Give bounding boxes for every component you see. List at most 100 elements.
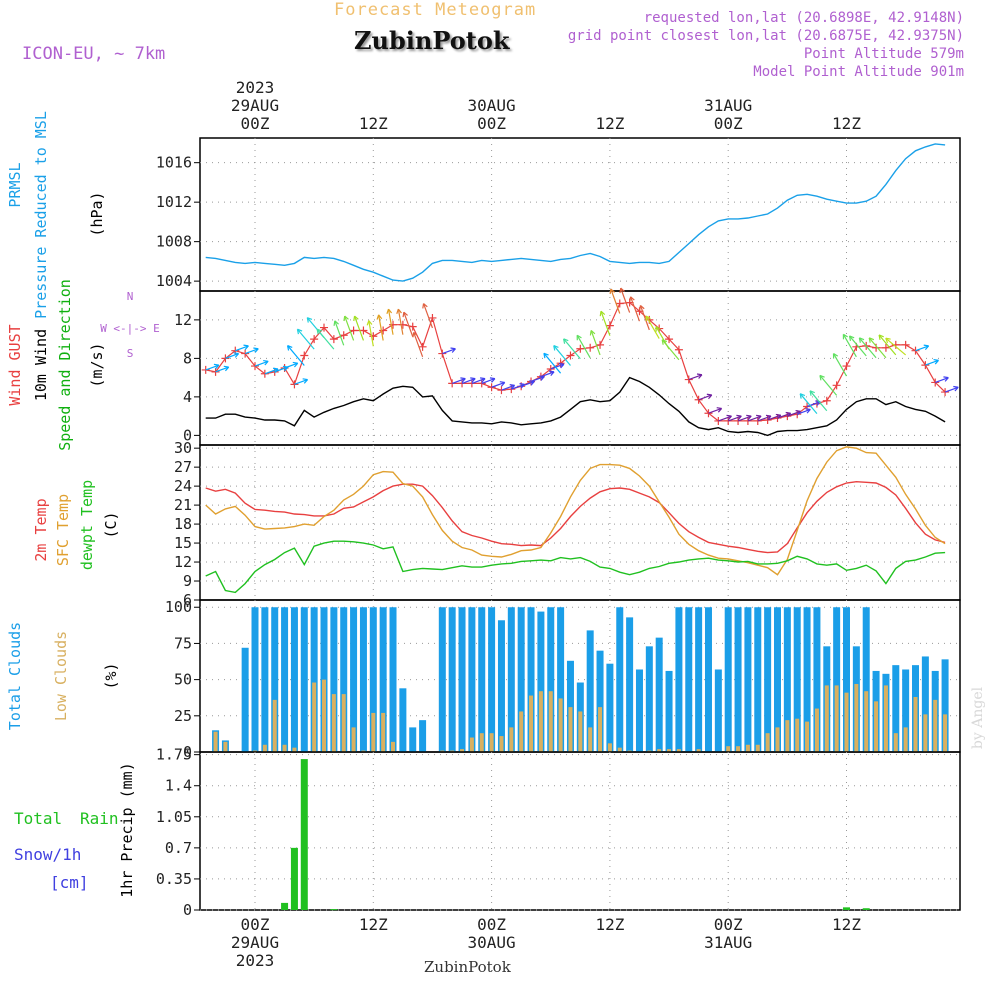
temperature-line (205, 540, 946, 594)
wind-arrow (688, 374, 703, 381)
compass-label: N (127, 290, 134, 303)
wind-arrow (254, 360, 269, 367)
wind-arrow (698, 394, 712, 401)
grid-point-coords: grid point closest lon,lat (20.6875E, 42… (567, 28, 964, 44)
wind-arrowhead (306, 317, 313, 323)
y-tick-label: 100 (165, 598, 192, 616)
total-cloud-bar (448, 607, 456, 752)
legend-rain: Rain (80, 809, 119, 828)
wind-arrow (878, 334, 897, 356)
wind-arrow (296, 328, 315, 350)
total-cloud-bar (241, 647, 249, 752)
wind-arrowhead (450, 347, 456, 353)
wind-arrow (787, 410, 801, 417)
gust-marker (408, 322, 417, 331)
low-cloud-bar (223, 741, 228, 752)
wind-arrow (935, 377, 949, 384)
y-tick-label: 0 (183, 901, 192, 919)
gust-marker (901, 340, 910, 349)
low-cloud-bar (814, 708, 819, 752)
wind-arrow (461, 378, 476, 384)
y-axis-label: SFC Temp (54, 494, 72, 566)
total-cloud-bar (685, 607, 693, 752)
y-tick-label: 12 (174, 311, 192, 329)
low-cloud-bar (696, 749, 701, 752)
total-cloud-bar (310, 607, 318, 752)
wind-arrowhead (661, 339, 668, 345)
wind-arrow (915, 345, 929, 352)
wind-arrow (378, 314, 384, 341)
top-time-label: 30AUG (468, 96, 516, 115)
total-cloud-bar (921, 656, 929, 752)
gust-marker (418, 342, 427, 351)
low-cloud-bar (598, 707, 603, 752)
gust-marker (320, 323, 329, 332)
y-axis-label: Pressure Reduced to MSL (32, 111, 50, 319)
gust-marker (694, 395, 703, 404)
wind-arrow (316, 328, 335, 350)
wind-arrow (944, 386, 959, 393)
wind-arrow (661, 339, 680, 361)
gust-marker (931, 378, 940, 387)
total-cloud-bar (251, 607, 259, 752)
bottom-time-label: 12Z (832, 915, 861, 934)
wind-arrowhead (366, 320, 373, 326)
wind-arrowhead (645, 315, 651, 322)
total-cloud-bar (537, 611, 545, 752)
wind-arrowhead (933, 358, 939, 365)
wind-arrowhead (858, 337, 865, 343)
wind-arrow (885, 337, 907, 356)
wind-arrowhead (706, 393, 713, 400)
wind-arrow (737, 415, 752, 422)
top-time-label: 29AUG (231, 96, 279, 115)
precip-bar (862, 908, 870, 910)
wind-arrow (797, 408, 811, 415)
wind-arrow (639, 305, 650, 331)
wind-arrowhead (549, 370, 555, 377)
top-time-label: 00Z (241, 114, 270, 133)
low-cloud-bar (844, 692, 849, 752)
wind-arrow (832, 353, 848, 377)
wind-arrowhead (553, 345, 559, 351)
wind-arrow (287, 345, 305, 366)
y-tick-label: 1004 (156, 272, 192, 290)
wind-arrowhead (696, 373, 703, 379)
requested-coords: requested lon,lat (20.6898E, 42.9148N) (643, 10, 964, 26)
y-axis-label: 10m Wind (32, 329, 50, 401)
wind-arrowhead (868, 337, 875, 343)
y-tick-label: 8 (183, 349, 192, 367)
total-cloud-bar (783, 607, 791, 752)
total-cloud-bar (350, 607, 358, 752)
wind-arrow (422, 303, 434, 329)
total-cloud-bar (616, 607, 624, 752)
wind-arrowhead (756, 414, 762, 421)
wind-arrow (757, 415, 772, 422)
low-cloud-bar (893, 733, 898, 752)
gust-marker (349, 326, 358, 335)
wind-arrowhead (609, 288, 616, 295)
total-cloud-bar (281, 607, 289, 752)
total-cloud-bar (497, 620, 505, 752)
gust-marker (832, 381, 841, 390)
wind-arrow (205, 364, 220, 371)
total-cloud-bar (330, 607, 338, 752)
wind-arrow (630, 296, 641, 322)
wind-arrowhead (396, 308, 402, 315)
y-axis-unit: (hPa) (88, 191, 106, 236)
wind-arrowhead (943, 376, 949, 382)
wind-arrowhead (923, 344, 930, 351)
temperature-line (205, 446, 946, 576)
legend-total: Total (14, 809, 62, 828)
compass-label: W <-|-> E (100, 322, 160, 335)
low-cloud-bar (607, 743, 612, 752)
gust-marker (704, 409, 713, 418)
gust-marker (596, 340, 605, 349)
gust-marker (576, 344, 585, 353)
wind-arrowhead (639, 304, 645, 311)
low-cloud-bar (331, 694, 336, 752)
low-cloud-bar (578, 711, 583, 752)
wind-arrowhead (422, 303, 428, 309)
total-cloud-bar (833, 607, 841, 752)
gust-marker (260, 369, 269, 378)
total-cloud-bar (438, 607, 446, 752)
